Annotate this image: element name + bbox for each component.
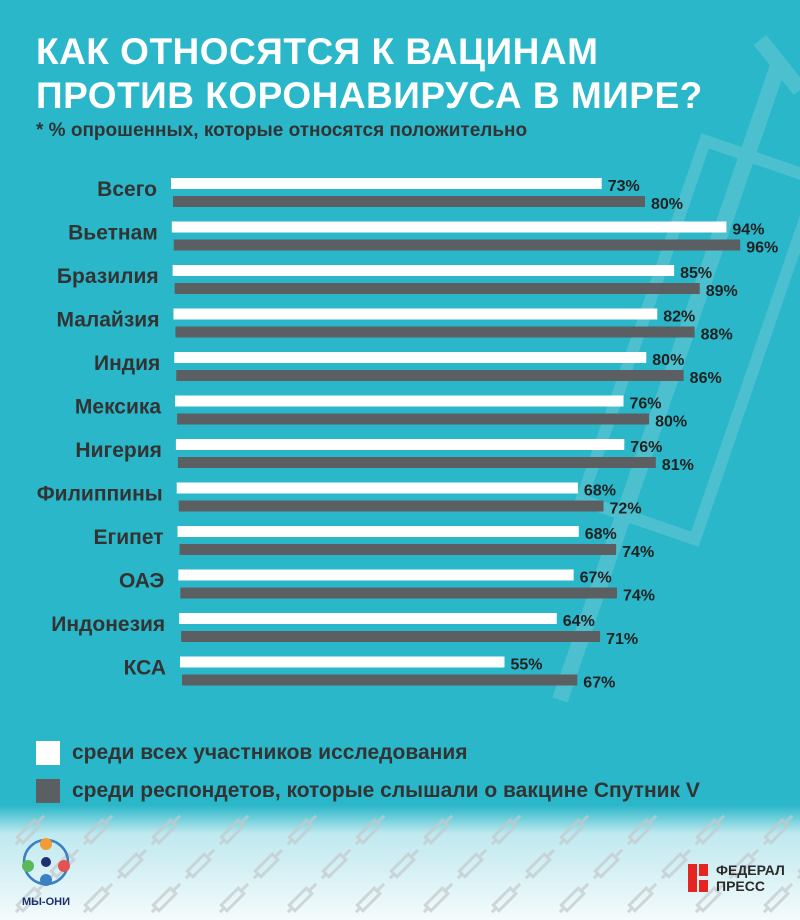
- legend-item-sputnik: среди респондетов, которые слышали о вак…: [36, 776, 796, 806]
- value-label-sputnik: 67%: [583, 675, 615, 692]
- value-label-all: 80%: [652, 352, 684, 369]
- category-label: Мексика: [75, 396, 162, 419]
- value-label-sputnik: 72%: [610, 501, 642, 518]
- category-label: Филиппины: [37, 483, 163, 506]
- legend-label-all: среди всех участников исследования: [72, 741, 468, 764]
- category-label: Индия: [94, 352, 160, 375]
- value-label-all: 55%: [511, 657, 543, 674]
- category-label: Всего: [97, 178, 157, 201]
- bar-sputnik: [173, 239, 741, 251]
- value-label-sputnik: 71%: [606, 631, 638, 648]
- category-label: ОАЭ: [119, 570, 164, 593]
- value-label-sputnik: 74%: [622, 544, 654, 561]
- value-label-all: 94%: [732, 222, 764, 239]
- bar-all: [176, 482, 578, 494]
- category-label: Египет: [93, 526, 163, 549]
- value-label-sputnik: 96%: [746, 240, 778, 257]
- value-label-all: 64%: [563, 613, 595, 630]
- bar-sputnik: [173, 196, 645, 207]
- people-network-icon: [22, 838, 70, 886]
- bar-all: [172, 265, 675, 276]
- bar-sputnik: [179, 544, 617, 555]
- bar-sputnik: [176, 370, 684, 381]
- value-label-sputnik: 81%: [662, 457, 694, 474]
- value-label-sputnik: 89%: [706, 283, 738, 300]
- bar-sputnik: [177, 413, 650, 425]
- bar-sputnik: [175, 326, 695, 338]
- chart-subtitle: * % опрошенных, которые относятся положи…: [36, 120, 528, 141]
- legend-label-sputnik: среди респондетов, которые слышали о вак…: [72, 779, 700, 802]
- value-label-all: 85%: [680, 265, 712, 282]
- legend-item-all: среди всех участников исследования: [36, 738, 796, 768]
- federal-press-logo: ФЕДЕРАЛ ПРЕСС: [686, 860, 796, 900]
- my-oni-logo: МЫ-ОНИ: [16, 832, 76, 912]
- bar-all: [177, 526, 579, 537]
- my-oni-logo-text: МЫ-ОНИ: [21, 896, 70, 908]
- legend-swatch-gray: [36, 779, 60, 803]
- bar-sputnik: [178, 500, 604, 512]
- bar-all: [179, 613, 557, 624]
- value-label-sputnik: 80%: [651, 196, 683, 213]
- value-label-sputnik: 86%: [690, 370, 722, 387]
- bar-all: [173, 308, 658, 320]
- legend-swatch-white: [36, 741, 60, 765]
- category-label: Индонезия: [51, 613, 165, 636]
- bar-all: [180, 656, 505, 668]
- value-label-all: 76%: [629, 396, 661, 413]
- chart-title: КАК ОТНОСЯТСЯ К ВАЦИНАМ ПРОТИВ КОРОНАВИР…: [36, 31, 703, 116]
- bar-sputnik: [177, 457, 656, 468]
- bar-sputnik: [180, 587, 617, 599]
- bar-sputnik: [182, 674, 578, 686]
- bar-sputnik: [174, 283, 700, 294]
- value-label-all: 67%: [580, 570, 612, 587]
- value-label-sputnik: 88%: [701, 327, 733, 344]
- category-label: КСА: [124, 657, 166, 680]
- value-label-sputnik: 74%: [623, 588, 655, 605]
- federal-press-mark-icon: [688, 864, 708, 892]
- federal-press-line1: ФЕДЕРАЛ: [716, 862, 785, 878]
- value-label-all: 73%: [608, 178, 640, 195]
- category-label: Бразилия: [57, 265, 159, 288]
- value-label-sputnik: 80%: [655, 414, 687, 431]
- category-label: Вьетнам: [68, 222, 158, 245]
- bar-sputnik: [181, 631, 601, 642]
- value-label-all: 68%: [584, 483, 616, 500]
- value-label-all: 76%: [630, 439, 662, 456]
- bar-all: [178, 569, 574, 581]
- bar-all: [171, 221, 727, 233]
- category-label: Нигерия: [75, 439, 162, 462]
- bar-all: [175, 395, 624, 407]
- bar-all: [175, 439, 625, 450]
- category-label: Малайзия: [56, 309, 159, 332]
- federal-press-line2: ПРЕСС: [716, 878, 765, 894]
- bar-all: [171, 178, 602, 189]
- syringe-pattern-icon: [14, 814, 800, 914]
- bar-all: [174, 352, 647, 363]
- value-label-all: 68%: [585, 526, 617, 543]
- value-label-all: 82%: [663, 309, 695, 326]
